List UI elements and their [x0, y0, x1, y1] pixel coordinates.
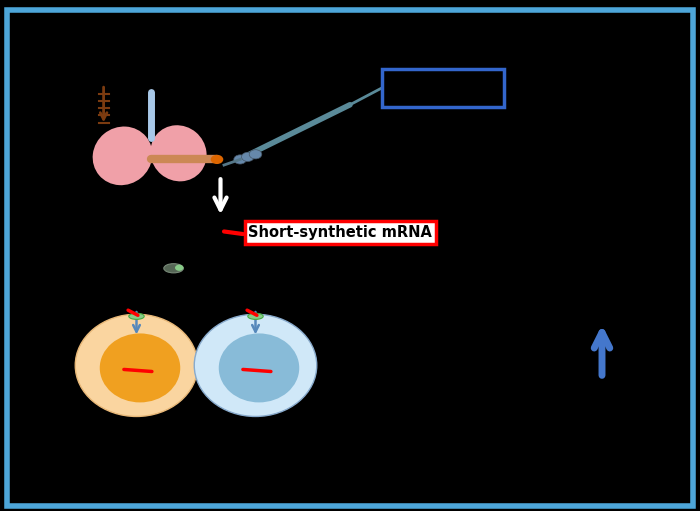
Ellipse shape — [218, 334, 300, 403]
Circle shape — [234, 155, 246, 164]
Ellipse shape — [195, 314, 316, 416]
Circle shape — [241, 152, 254, 161]
Circle shape — [211, 155, 223, 164]
Ellipse shape — [129, 313, 144, 319]
Ellipse shape — [150, 125, 206, 181]
Circle shape — [249, 150, 262, 159]
Text: Short-synthetic mRNA: Short-synthetic mRNA — [248, 225, 433, 240]
Bar — [382, 69, 504, 107]
Ellipse shape — [248, 313, 263, 319]
Ellipse shape — [99, 334, 181, 403]
Ellipse shape — [76, 314, 197, 416]
Ellipse shape — [92, 127, 153, 185]
Circle shape — [175, 265, 183, 271]
Ellipse shape — [164, 264, 183, 273]
